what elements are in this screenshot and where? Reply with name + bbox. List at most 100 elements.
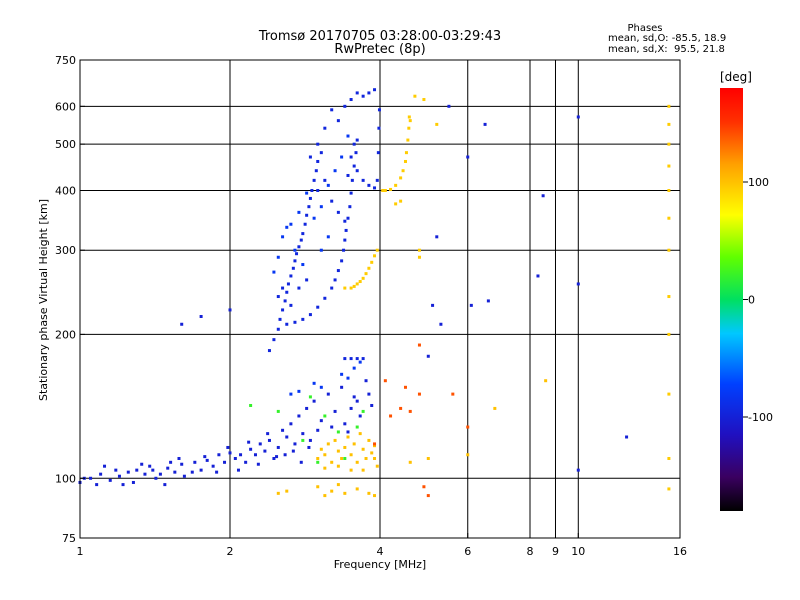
- data-point: [330, 199, 334, 203]
- data-point: [89, 476, 93, 480]
- data-point: [297, 245, 301, 249]
- data-point: [249, 447, 253, 451]
- data-point: [173, 470, 177, 474]
- data-point: [408, 409, 412, 413]
- data-point: [293, 259, 297, 263]
- data-point: [399, 176, 403, 180]
- data-point: [305, 213, 309, 217]
- x-tick-label: 16: [673, 545, 687, 558]
- data-point: [316, 485, 320, 489]
- data-point: [169, 460, 173, 464]
- data-point: [223, 460, 227, 464]
- data-point: [276, 445, 280, 449]
- data-point: [319, 151, 323, 155]
- data-point: [285, 489, 289, 493]
- data-point: [336, 430, 340, 434]
- data-point: [667, 456, 671, 460]
- data-point: [326, 442, 330, 446]
- y-tick-label: 500: [55, 138, 76, 151]
- data-point: [301, 232, 305, 236]
- data-point: [364, 272, 368, 276]
- data-point: [486, 299, 490, 303]
- data-point: [343, 238, 347, 242]
- data-point: [352, 366, 356, 370]
- x-axis-label: Frequency [MHz]: [334, 558, 426, 571]
- data-point: [333, 278, 337, 282]
- data-point: [361, 447, 365, 451]
- data-point: [352, 442, 356, 446]
- data-point: [576, 282, 580, 286]
- data-point: [343, 104, 347, 108]
- data-point: [236, 468, 240, 472]
- data-point: [667, 216, 671, 220]
- data-point: [667, 248, 671, 252]
- data-point: [352, 284, 356, 288]
- data-point: [667, 332, 671, 336]
- data-point: [312, 399, 316, 403]
- data-point: [308, 155, 312, 159]
- data-point: [469, 303, 473, 307]
- data-point: [333, 438, 337, 442]
- data-point: [361, 409, 365, 413]
- data-point: [180, 322, 184, 326]
- data-point: [344, 228, 348, 232]
- stats-line-x: mean, sd,X: 95.5, 21.8: [608, 44, 725, 55]
- data-point: [667, 164, 671, 168]
- data-point: [205, 458, 209, 462]
- data-point: [330, 108, 334, 112]
- data-point: [667, 295, 671, 299]
- data-point: [361, 178, 365, 182]
- colorbar-tick-label: 0: [748, 294, 755, 307]
- data-point: [266, 432, 270, 436]
- data-point: [336, 210, 340, 214]
- data-point: [404, 151, 408, 155]
- data-point: [316, 456, 320, 460]
- x-tick-label: 8: [527, 545, 534, 558]
- data-point: [576, 468, 580, 472]
- data-point: [383, 188, 387, 192]
- data-point: [289, 392, 293, 396]
- data-point: [403, 159, 407, 163]
- data-point: [276, 409, 280, 413]
- data-point: [233, 456, 237, 460]
- data-point: [370, 403, 374, 407]
- data-point: [226, 445, 230, 449]
- data-point: [407, 126, 411, 130]
- data-point: [349, 357, 353, 361]
- data-point: [267, 438, 271, 442]
- y-tick-label: 200: [55, 328, 76, 341]
- data-point: [308, 313, 312, 317]
- data-point: [276, 491, 280, 495]
- data-point: [272, 456, 276, 460]
- data-point: [576, 115, 580, 119]
- data-point: [319, 419, 323, 423]
- data-point: [358, 414, 362, 418]
- data-point: [299, 238, 303, 242]
- data-point: [466, 453, 470, 457]
- data-point: [108, 478, 112, 482]
- data-point: [308, 395, 312, 399]
- data-point: [355, 282, 359, 286]
- data-point: [466, 425, 470, 429]
- data-point: [349, 286, 353, 290]
- data-point: [272, 338, 276, 342]
- data-point: [361, 468, 365, 472]
- data-point: [319, 447, 323, 451]
- data-point: [373, 444, 377, 448]
- data-point: [375, 248, 379, 252]
- data-point: [166, 466, 170, 470]
- x-tick-label: 6: [464, 545, 471, 558]
- data-point: [305, 191, 309, 195]
- data-point: [182, 474, 186, 478]
- axis-ticks: 1 2 4 6 8 9 10 16 75 100 200 300 400 500 600 750: [55, 54, 687, 558]
- data-point: [544, 379, 548, 383]
- data-point: [293, 442, 297, 446]
- data-point: [349, 468, 353, 472]
- data-point: [389, 187, 393, 191]
- data-point: [426, 354, 430, 358]
- data-point: [373, 442, 377, 446]
- data-point: [299, 460, 303, 464]
- data-point: [352, 395, 356, 399]
- data-point: [336, 119, 340, 123]
- data-point: [289, 222, 293, 226]
